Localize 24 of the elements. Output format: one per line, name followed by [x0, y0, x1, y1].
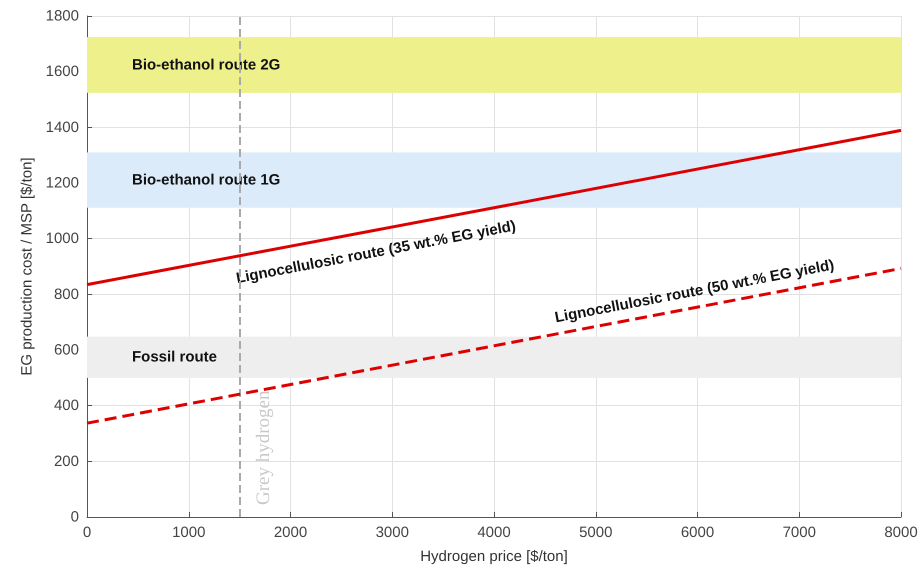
x-tick-label: 3000: [376, 524, 409, 541]
x-tick-label: 5000: [579, 524, 612, 541]
y-tick-label: 1400: [46, 118, 79, 136]
y-tick-label: 1600: [46, 63, 79, 80]
band-label: Fossil route: [132, 348, 218, 366]
x-tick-label: 2000: [274, 524, 308, 541]
x-tick-label: 7000: [782, 524, 816, 541]
x-tick-label: 4000: [477, 524, 511, 541]
y-tick-label: 0: [70, 508, 79, 526]
y-tick-label: 1000: [46, 230, 79, 248]
y-tick-label: 1800: [46, 8, 79, 24]
y-tick-label: 400: [54, 397, 79, 414]
x-tick-label: 1000: [172, 524, 206, 541]
x-tick-label: 6000: [680, 524, 714, 541]
y-tick-label: 800: [54, 286, 79, 303]
band-label: Bio-ethanol route 2G: [132, 56, 280, 74]
y-tick-label: 1200: [46, 174, 79, 192]
y-tick-label: 200: [54, 452, 79, 470]
y-axis-title: EG production cost / MSP [$/ton]: [18, 157, 36, 376]
y-tick-label: 600: [54, 342, 79, 358]
x-axis-title: Hydrogen price [$/ton]: [420, 548, 568, 565]
band-label: Bio-ethanol route 1G: [132, 172, 280, 189]
x-tick-label: 0: [82, 524, 92, 541]
x-tick-label: 8000: [884, 524, 918, 541]
